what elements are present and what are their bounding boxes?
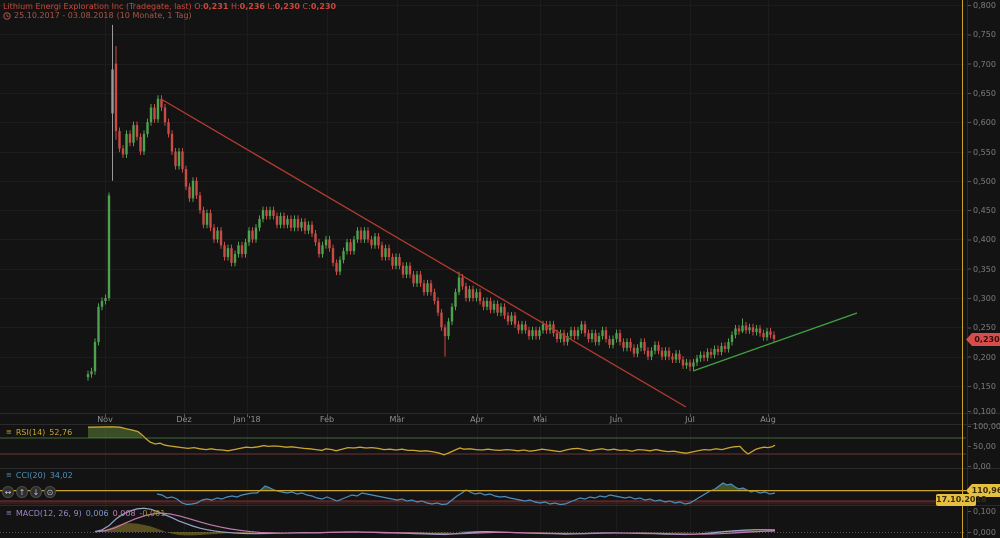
macd-drag-handle-icon: ≡: [6, 509, 12, 517]
rsi-indicator-label[interactable]: ≡ RSI(14) 52,76: [6, 428, 72, 437]
cci-value: 34,02: [49, 471, 73, 480]
rsi-drag-handle-icon: ≡: [6, 428, 12, 436]
cci-drag-handle-icon: ≡: [6, 471, 12, 479]
macd-title: MACD(12, 26, 9): [15, 509, 82, 518]
pan-horizontal-button[interactable]: ↔: [2, 486, 14, 498]
macd-indicator-label[interactable]: ≡ MACD(12, 26, 9) 0,006 0,008 -0,001: [6, 509, 165, 518]
crosshair-target-button[interactable]: ⊙: [44, 486, 56, 498]
rsi-title: RSI(14): [15, 428, 46, 437]
scroll-down-button[interactable]: ↓: [30, 486, 42, 498]
macd-hist-value: -0,001: [139, 509, 166, 518]
chart-mini-toolbar: ↔ ↑ ↓ ⊙: [2, 486, 56, 498]
macd-signal-value: 0,008: [112, 509, 136, 518]
macd-line-value: 0,006: [85, 509, 109, 518]
cci-indicator-label[interactable]: ≡ CCI(20) 34,02: [6, 471, 73, 480]
cci-title: CCI(20): [15, 471, 46, 480]
scroll-up-button[interactable]: ↑: [16, 486, 28, 498]
rsi-value: 52,76: [49, 428, 73, 437]
